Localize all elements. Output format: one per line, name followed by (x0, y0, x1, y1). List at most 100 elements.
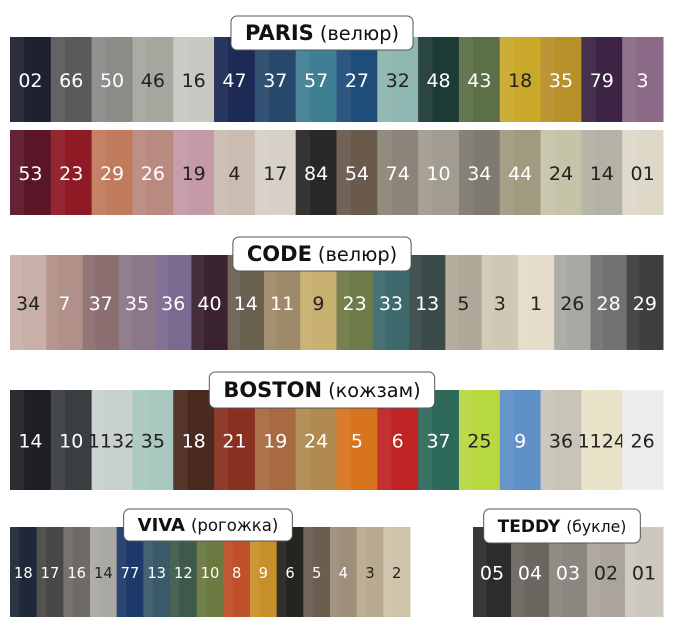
swatch-sheen (173, 130, 188, 215)
swatch-sheen (622, 37, 637, 122)
swatch-sheen (622, 390, 637, 490)
swatch-label: 18 (14, 565, 33, 582)
swatch-sheen (10, 130, 25, 215)
swatch (50, 37, 93, 122)
swatch (91, 130, 133, 215)
swatch (499, 37, 542, 122)
title-material: (кожзам) (328, 379, 421, 402)
swatch-sheen (250, 527, 260, 617)
title-box (230, 15, 414, 51)
swatch-label: 24 (549, 163, 573, 185)
swatch-label: 24 (304, 431, 328, 453)
swatch (295, 130, 337, 215)
swatch (91, 390, 133, 490)
swatch (10, 37, 52, 122)
swatch-sheen (540, 130, 555, 215)
swatch (10, 130, 52, 215)
swatch-label: 26 (560, 293, 584, 315)
swatch-sheen (300, 255, 313, 350)
swatch-sheen (132, 390, 147, 490)
section: 34 7 37 35 36 40 14 11 9 23 33 13 5 3 1 26 28 29 CODE (велю… (10, 236, 664, 350)
swatch-sheen (581, 390, 596, 490)
swatch-sheen (336, 390, 351, 490)
swatch-label: 11 (270, 293, 294, 315)
section-title: BOSTON (кожзам) (223, 378, 420, 402)
swatch-sheen (330, 527, 340, 617)
swatch-label: 50 (100, 70, 124, 92)
swatch-label: 1124 (578, 431, 626, 453)
swatch (63, 527, 91, 617)
swatch-label: 37 (89, 293, 113, 315)
swatch-sheen (214, 390, 229, 490)
swatch-label: 16 (182, 70, 206, 92)
swatch-sheen (554, 255, 567, 350)
swatch-label: 01 (632, 563, 656, 585)
swatch-label: 29 (100, 163, 124, 185)
swatch-label: 14 (18, 431, 42, 453)
swatch-label: 4 (228, 163, 240, 185)
swatch-sheen (540, 37, 555, 122)
swatch (254, 130, 297, 215)
swatch-label: 10 (59, 431, 83, 453)
swatch-label: 6 (392, 431, 404, 453)
swatch-sheen (458, 390, 474, 490)
swatch-sheen (295, 37, 310, 122)
swatch (517, 255, 555, 350)
swatch-label: 84 (304, 163, 328, 185)
swatch-sheen (63, 527, 73, 617)
swatch-label: 37 (426, 431, 450, 453)
swatch-label: 57 (304, 70, 328, 92)
section: 05 04 03 02 01 TEDDY (букле) (473, 508, 664, 617)
swatch-label: 19 (263, 431, 287, 453)
swatch (540, 130, 582, 215)
swatch-label: 10 (201, 565, 220, 582)
swatch-sheen (418, 390, 433, 490)
swatch (481, 255, 519, 350)
swatch (173, 130, 215, 215)
swatch (622, 390, 664, 490)
swatch (50, 130, 93, 215)
swatch-sheen (10, 527, 20, 617)
swatch-sheen (372, 255, 386, 350)
swatch (90, 527, 118, 617)
swatch (622, 130, 664, 215)
swatch-label: 27 (345, 70, 369, 92)
section: 02 66 50 46 16 47 37 57 27 32 48 43 18 35 79 3 53 23 29 26 1… (10, 15, 664, 215)
swatch (295, 37, 337, 122)
title-material: (букле) (566, 517, 626, 536)
swatch (499, 130, 542, 215)
swatch-sheen (50, 130, 66, 215)
swatch-label: 5 (312, 565, 321, 582)
swatch (173, 390, 215, 490)
swatch (458, 37, 501, 122)
swatch-label: 35 (125, 293, 149, 315)
swatch (303, 527, 331, 617)
swatch (143, 527, 171, 617)
swatch-label: 53 (18, 163, 42, 185)
swatch (173, 37, 215, 122)
swatch-label: 77 (121, 565, 140, 582)
swatch-sheen (91, 130, 106, 215)
swatch (10, 527, 38, 617)
swatch-label: 4 (339, 565, 348, 582)
swatch (409, 255, 446, 350)
swatch-sheen (91, 390, 106, 490)
swatch-sheen (173, 390, 188, 490)
swatch (418, 37, 460, 122)
swatch-label: 26 (141, 163, 165, 185)
swatch (276, 527, 304, 617)
section-title: CODE (велюр) (247, 242, 397, 266)
swatch (418, 130, 460, 215)
title-box (232, 236, 412, 272)
swatch-sheen (458, 130, 474, 215)
swatch-sheen (581, 130, 596, 215)
swatch-sheen (10, 390, 25, 490)
swatch-sheen (223, 527, 233, 617)
swatch (581, 130, 623, 215)
swatch-label: 5 (457, 293, 469, 315)
swatch-sheen (170, 527, 180, 617)
swatch-label: 34 (467, 163, 491, 185)
swatch-sheen (118, 255, 132, 350)
swatch-sheen (499, 37, 515, 122)
